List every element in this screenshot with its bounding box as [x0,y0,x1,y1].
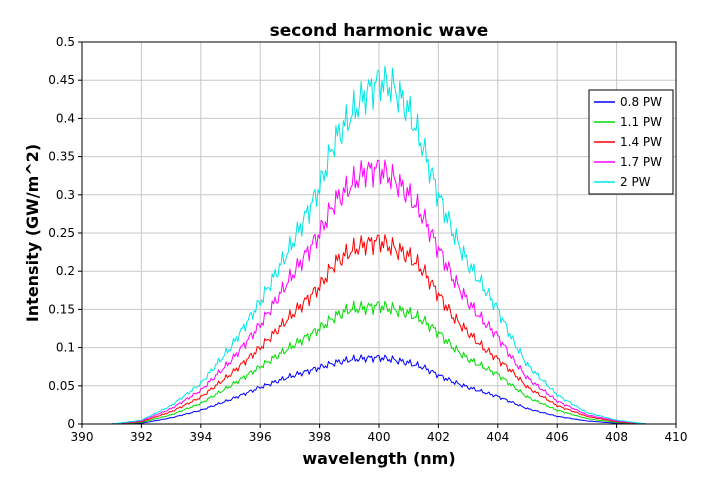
series-line-4 [111,65,676,425]
x-tick-label: 398 [308,430,331,444]
y-tick-label: 0.5 [56,35,75,49]
y-tick-label: 0.2 [56,264,75,278]
legend-label: 1.1 PW [620,115,662,129]
x-tick-label: 410 [665,430,688,444]
x-tick-label: 400 [368,430,391,444]
x-axis-label: wavelength (nm) [302,449,455,468]
series-line-3 [111,159,676,425]
y-tick-label: 0.3 [56,188,75,202]
legend: 0.8 PW 1.1 PW 1.4 PW 1.7 PW 2 PW [588,89,674,195]
y-tick-label: 0 [67,417,75,431]
x-tick-label: 390 [71,430,94,444]
x-tick-label: 404 [486,430,509,444]
grid [81,41,677,425]
series-line-1 [111,300,676,425]
chart-title: second harmonic wave [270,21,489,41]
y-tick-label: 0.35 [48,150,75,164]
y-axis-label: Intensity (GW/m^2) [23,144,42,322]
series-line-0 [111,354,676,425]
legend-label: 1.7 PW [620,155,662,169]
x-tick-label: 408 [605,430,628,444]
y-axis-ticks: 0 0.05 0.1 0.15 0.2 0.25 0.3 0.35 0.4 0.45 0.5 [48,35,82,431]
y-tick-label: 0.45 [48,73,75,87]
x-tick-label: 402 [427,430,450,444]
x-axis-ticks: 390 392 394 396 398 400 402 404 406 408 410 [71,424,688,444]
y-tick-label: 0.05 [48,379,75,393]
y-tick-label: 0.15 [48,302,75,316]
legend-label: 2 PW [620,175,651,189]
y-tick-label: 0.25 [48,226,75,240]
x-tick-label: 394 [189,430,212,444]
x-tick-label: 392 [130,430,153,444]
legend-label: 1.4 PW [620,135,662,149]
series-line-2 [111,234,676,425]
legend-label: 0.8 PW [620,95,662,109]
y-tick-label: 0.4 [56,111,75,125]
y-tick-label: 0.1 [56,341,75,355]
x-tick-label: 396 [249,430,272,444]
series-group [111,65,676,425]
x-tick-label: 406 [546,430,569,444]
